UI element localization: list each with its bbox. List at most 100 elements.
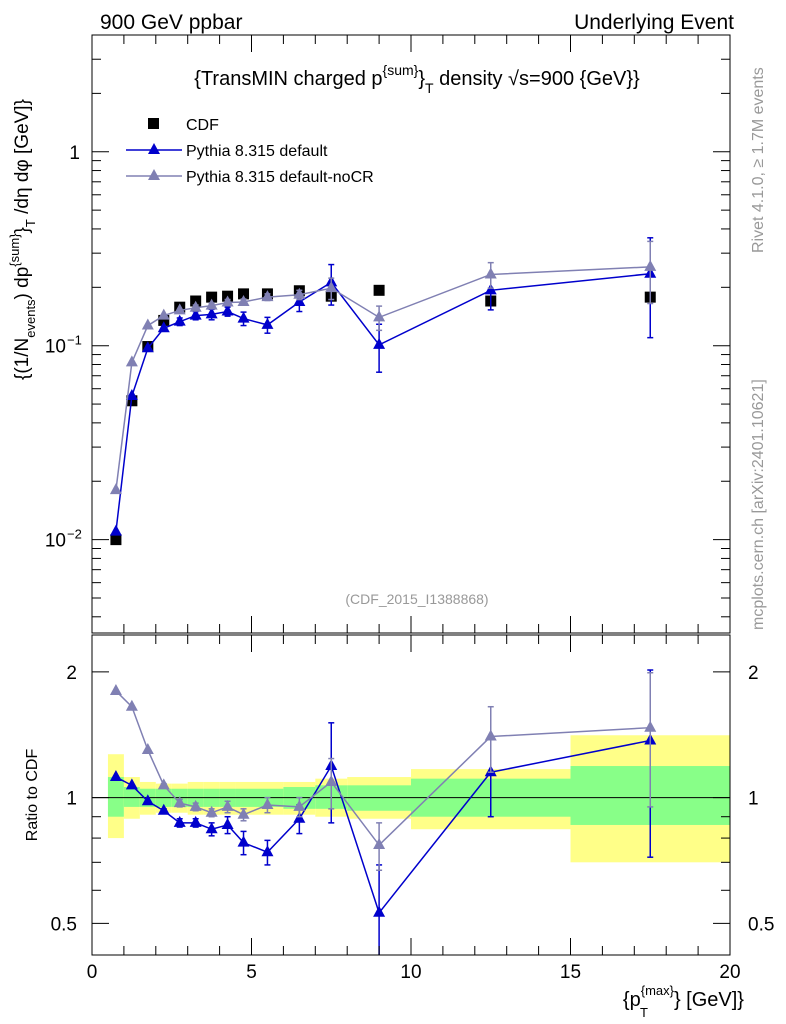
ratio-y-tick-label: 1 [66,789,77,810]
data-point [109,524,122,536]
legend-marker-default [148,143,160,154]
x-tick-label: 10 [400,962,421,983]
y-tick-label-exponent: −2 [67,527,82,542]
data-point [373,337,386,349]
ratio-point [484,729,497,741]
mcplots-label: mcplots.cern.ch [arXiv:2401.10621] [750,379,767,630]
ratio-point [157,778,170,790]
main-title: {TransMIN charged p{sum}}T density √s=90… [194,62,640,96]
x-tick-label: 0 [87,962,98,983]
data-point [644,259,657,271]
data-point [484,267,497,279]
ratio-point [205,805,218,817]
legend: CDF Pythia 8.315 default Pythia 8.315 de… [126,117,374,186]
main-ylabel: {(1/Nevents) dp{sum}}T /dη dφ [GeV]} [7,99,38,380]
header-left: 900 GeV ppbar [100,11,242,34]
data-point [261,290,274,302]
ratio-point [237,835,250,847]
ylabel-b-sup: {sum} [7,233,22,267]
main-y-tick-labels: 10 −210 −11 [45,143,82,552]
data-point [373,284,385,296]
series-1 [109,237,657,536]
data-point [141,341,154,353]
data-point [325,281,338,293]
band-green [123,787,140,807]
data-point [189,308,202,320]
data-point [205,307,218,319]
ylabel-a: {(1/N [12,338,33,380]
xlabel-post: } [GeV]} [674,989,744,1011]
data-point [157,308,170,320]
ratio-point [173,796,186,808]
ratio-series [109,669,657,955]
x-tick-label: 20 [719,962,740,983]
ratio-axis-ticks [91,635,731,955]
ratio-point [141,794,154,806]
ratio-point [325,774,338,786]
series-0 [110,284,656,546]
ratio-point [157,803,170,815]
data-point [237,311,250,323]
main-series [109,237,657,546]
title-sub: T [425,80,434,96]
xlabel-sup: {max} [641,983,675,998]
data-point [293,287,306,299]
ylabel-d: /dη dφ [GeV]} [12,99,33,219]
title-tail: density √s=900 {GeV}} [434,68,640,90]
y-tick-label-exponent: −1 [67,333,82,348]
data-point [125,355,138,367]
ratio-point [125,699,138,711]
data-point [261,317,274,329]
ratio-point [261,798,274,810]
ratio-point [373,905,386,917]
ratio-y-tick-label-right: 1 [748,789,759,810]
y-tick-label: 1 [69,143,80,164]
data-point [173,314,186,326]
data-point [173,303,186,315]
data-point [110,534,122,546]
y-tick-label: 10 [45,531,66,552]
ratio-point [109,683,122,695]
legend-label-cdf: CDF [186,117,219,134]
legend-label-nocr: Pythia 8.315 default-noCR [186,169,374,186]
x-tick-label: 15 [560,962,581,983]
ratio-point [293,799,306,811]
data-point [157,321,170,333]
main-panel: 10 −210 −11 (CDF_2015_I1388868) {TransMIN … [45,34,731,634]
ylabel-c-sub: T [23,219,38,227]
x-tick-labels: 0 5 10 15 20 [87,962,741,983]
data-point [238,288,250,300]
ratio-y-tick-label-right: 0.5 [748,914,774,935]
rivet-version-label: Rivet 4.1.0, ≥ 1.7M events [750,67,767,253]
data-point [109,483,122,495]
ratio-point [173,815,186,827]
ratio-point [261,845,274,857]
main-axis-ticks [91,34,731,633]
y-tick-label: 10 [45,337,66,358]
ratio-point [205,822,218,834]
ylabel-b: ) dp [12,267,33,300]
data-point [206,291,218,303]
data-point [237,294,250,306]
ratio-point [644,720,657,732]
title-post: } [418,68,425,90]
ratio-y-tick-label: 2 [66,663,77,684]
header-right: Underlying Event [574,11,734,34]
data-point [293,294,306,306]
data-point [189,300,202,312]
title-pre: {TransMIN charged p [194,68,382,90]
xlabel-sub: T [640,1005,648,1020]
data-point [141,318,154,330]
ratio-point [109,770,122,782]
series-2 [109,240,657,495]
data-point [221,295,234,307]
x-axis-label: {p{max} T} [GeV]} [623,983,744,1020]
ratio-point [221,799,234,811]
legend-label-default: Pythia 8.315 default [186,143,328,160]
data-point [373,310,386,322]
data-point [205,298,218,310]
ratio-point [189,815,202,827]
ylabel-a-sub: events [23,299,38,338]
ratio-series-1 [109,671,657,872]
